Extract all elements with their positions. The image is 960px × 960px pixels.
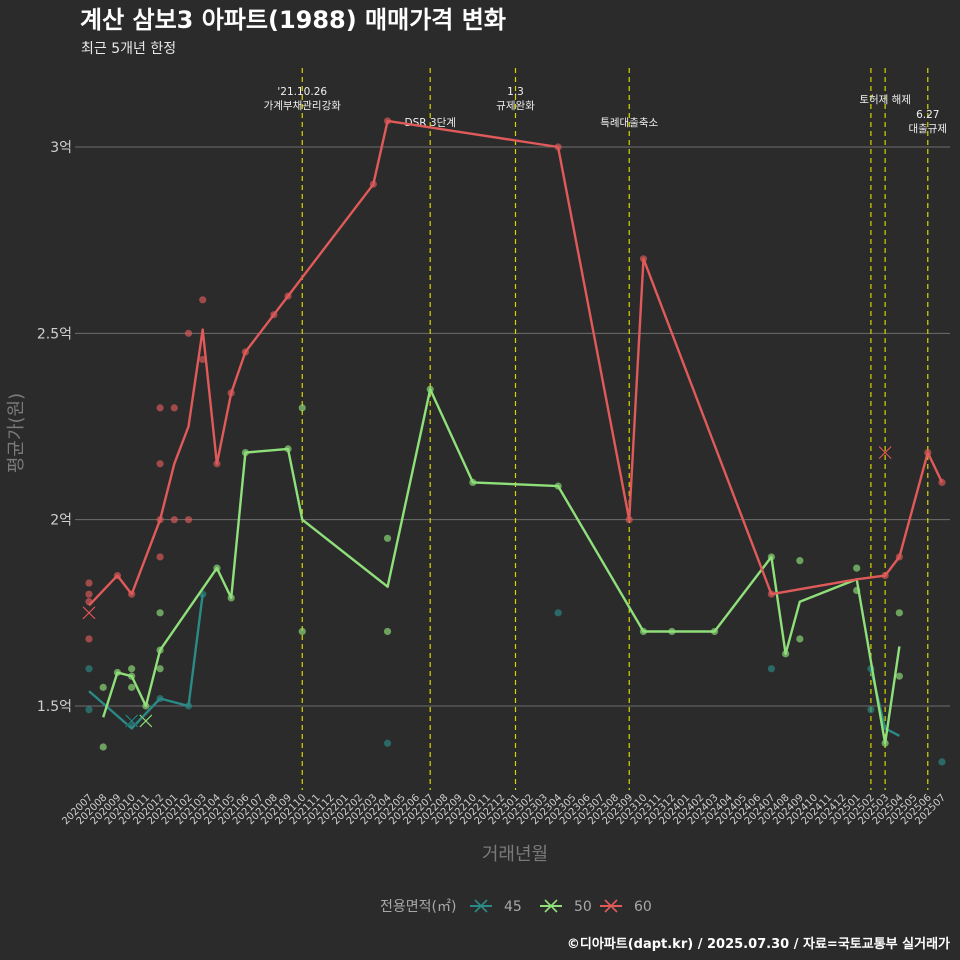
point-60 bbox=[170, 404, 178, 412]
x-axis-label: 거래년월 bbox=[482, 844, 548, 865]
point-45 bbox=[867, 706, 875, 714]
y-axis-ticks: 1.5억 2억 2.5억 3억 bbox=[37, 140, 72, 715]
source-caption: ©디아파트(dapt.kr) / 2025.07.30 / 자료=국토교통부 실… bbox=[567, 936, 950, 952]
line-45 bbox=[88, 594, 204, 730]
line-50 bbox=[102, 388, 901, 745]
chart-subtitle: 최근 5개년 한정 bbox=[81, 41, 176, 57]
point-45 bbox=[554, 609, 562, 617]
legend-key-x bbox=[544, 899, 558, 913]
event-annotation: 토허제 해제 bbox=[859, 93, 911, 106]
point-45 bbox=[85, 706, 93, 714]
point-45 bbox=[767, 665, 776, 673]
point-50 bbox=[383, 534, 392, 542]
y-axis-label: 평균가(원) bbox=[6, 393, 27, 473]
point-50 bbox=[796, 635, 804, 643]
legend-label-50: 50 bbox=[574, 899, 592, 915]
legend: 전용면적(㎡) 45 50 60 bbox=[380, 899, 652, 915]
point-50 bbox=[298, 404, 306, 412]
y-tick-label: 3억 bbox=[50, 140, 72, 156]
point-50 bbox=[156, 665, 164, 673]
point-50 bbox=[895, 672, 903, 680]
legend-title: 전용면적(㎡) bbox=[380, 899, 456, 915]
point-60 bbox=[85, 579, 93, 587]
point-50 bbox=[853, 564, 861, 572]
point-60 bbox=[85, 590, 93, 598]
grid-lines bbox=[75, 146, 950, 707]
point-60 bbox=[85, 635, 93, 643]
point-60 bbox=[156, 460, 164, 468]
point-50 bbox=[895, 609, 903, 617]
point-45 bbox=[383, 739, 392, 747]
y-tick-label: 1.5억 bbox=[37, 699, 72, 715]
point-50 bbox=[128, 683, 136, 691]
point-50 bbox=[128, 665, 136, 673]
event-annotation: '21.10.26 bbox=[277, 86, 327, 98]
chart-title: 계산 삼보3 아파트(1988) 매매가격 변화 bbox=[80, 6, 506, 34]
x-mark-60 bbox=[82, 606, 96, 620]
x-mark-stroke bbox=[878, 446, 892, 460]
point-60 bbox=[184, 329, 193, 337]
point-50 bbox=[99, 743, 107, 751]
point-50 bbox=[383, 627, 392, 636]
x-mark-45 bbox=[125, 714, 139, 728]
legend-key-x bbox=[604, 899, 618, 913]
legend-label-60: 60 bbox=[634, 899, 652, 915]
point-60 bbox=[199, 296, 207, 304]
legend-label-45: 45 bbox=[504, 899, 522, 915]
x-mark-stroke bbox=[82, 606, 96, 620]
event-annotation: 1.3 bbox=[507, 86, 524, 98]
point-60 bbox=[156, 553, 164, 561]
x-mark-60 bbox=[878, 446, 892, 460]
data-series bbox=[82, 117, 946, 766]
x-mark-stroke bbox=[139, 714, 153, 728]
x-axis-ticks: 2020072020082020092020102020112020122021… bbox=[60, 792, 948, 827]
point-50 bbox=[796, 557, 804, 565]
event-annotation: 가계부채관리강화 bbox=[264, 100, 342, 112]
x-mark-stroke bbox=[125, 714, 139, 728]
event-annotation: 규제완화 bbox=[496, 99, 535, 112]
event-annotation: 6.27 bbox=[916, 109, 939, 121]
point-60 bbox=[184, 516, 193, 524]
point-45 bbox=[85, 665, 93, 673]
legend-key-x bbox=[474, 899, 488, 913]
line-60 bbox=[88, 119, 944, 607]
event-annotation: 특례대출축소 bbox=[600, 117, 658, 129]
point-50 bbox=[156, 609, 164, 617]
point-50 bbox=[99, 683, 107, 691]
y-tick-label: 2억 bbox=[50, 513, 72, 529]
point-60 bbox=[170, 516, 178, 524]
x-mark-50 bbox=[139, 714, 153, 728]
point-45 bbox=[938, 758, 946, 766]
point-60 bbox=[156, 404, 164, 412]
y-tick-label: 2.5억 bbox=[37, 326, 72, 342]
point-50 bbox=[298, 627, 306, 636]
event-annotation: 대출규제 bbox=[908, 123, 947, 135]
